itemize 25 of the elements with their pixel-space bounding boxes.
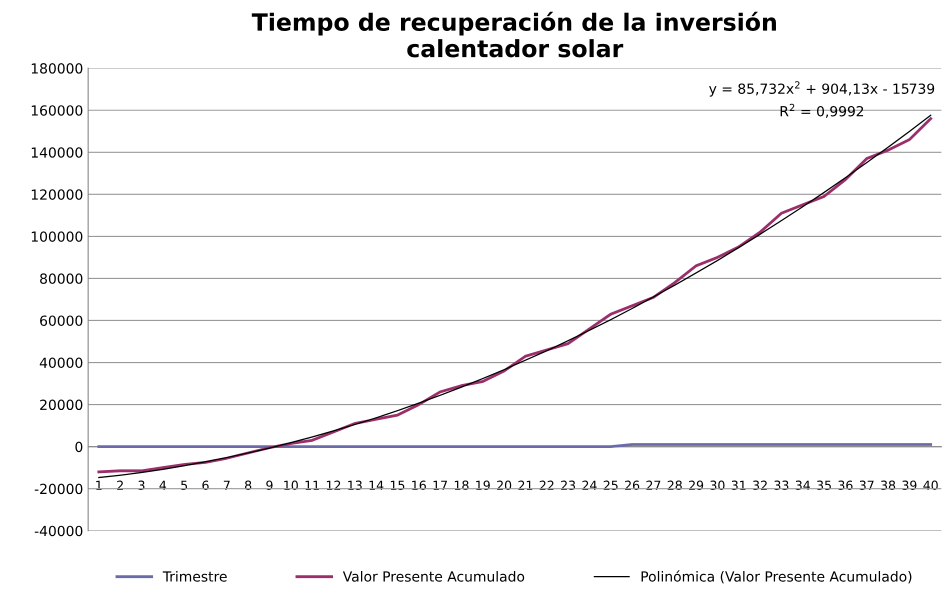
legend-label: Valor Presente Acumulado <box>342 570 524 582</box>
y-tick-label: 140000 <box>32 147 82 158</box>
x-tick-label: 37 <box>860 480 874 490</box>
y-tick-label: 0 <box>75 442 82 452</box>
x-tick-label: 6 <box>202 480 209 490</box>
y-tick-label: 20000 <box>40 400 82 410</box>
y-tick-label: 80000 <box>40 273 82 284</box>
x-tick-label: 40 <box>923 480 938 490</box>
y-tick-label: 40000 <box>40 358 82 368</box>
y-tick-label: 160000 <box>32 105 82 116</box>
y-tick-label: -20000 <box>34 484 82 494</box>
x-tick-label: 34 <box>796 480 810 490</box>
x-tick-label: 4 <box>159 480 166 490</box>
y-tick-label: 60000 <box>40 315 82 326</box>
y-tick-label: 100000 <box>32 231 82 242</box>
legend-label: Trimestre <box>162 570 227 582</box>
chart-title: Tiempo de recuperación de la inversión calentador solar <box>252 12 776 58</box>
y-tick-label: 180000 <box>32 63 82 74</box>
y-tick-label: 120000 <box>32 189 82 200</box>
x-tick-label: 9 <box>266 480 273 490</box>
annotation: y = 85,732x$^{2}$ + 904,13x - 15739 <box>709 81 934 97</box>
legend-label: Polinómica (Valor Presente Acumulado) <box>642 570 912 584</box>
annotation: R$^{2}$ = 0,9992 <box>780 104 864 118</box>
x-tick-label: 7 <box>224 480 230 490</box>
y-tick-label: -40000 <box>34 526 82 536</box>
